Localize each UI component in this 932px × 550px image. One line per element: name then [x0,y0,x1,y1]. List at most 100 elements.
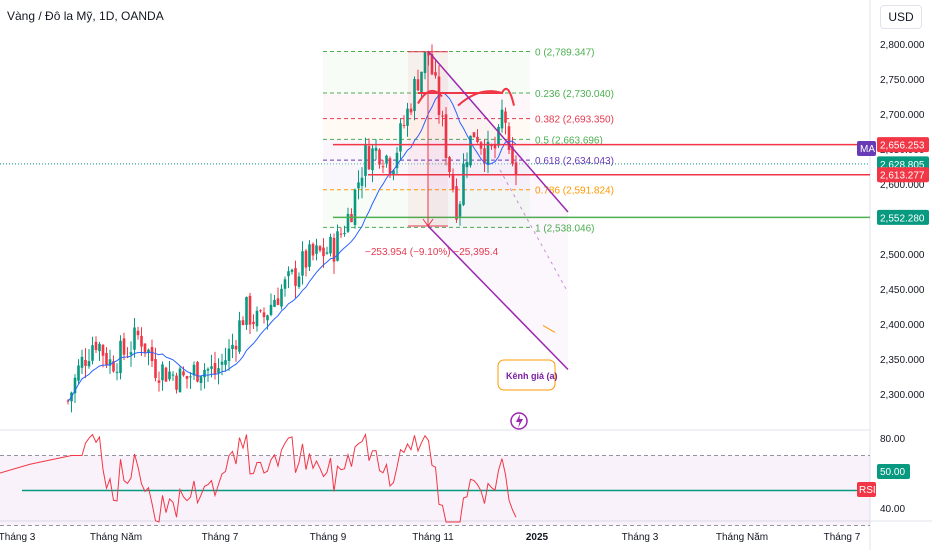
candle [101,343,105,368]
fib-band [323,51,530,93]
candle [371,144,374,183]
candle [381,160,385,174]
rsi-axis-label: 80.00 [880,434,905,445]
candle [486,130,490,174]
candle [329,233,332,257]
candle [462,153,465,207]
candle [143,343,147,357]
time-axis-label: Tháng 3 [0,532,36,543]
rsi-pane [0,432,870,526]
time-axis-label: Tháng 3 [622,532,659,543]
currency-button[interactable]: USD [880,5,922,29]
price-axis-label: 2,750.000 [880,75,925,86]
candle [189,372,192,389]
price-axis-label: 2,600.000 [880,180,925,191]
candle [227,339,231,371]
rsi-line [0,432,517,523]
price-tag: 2,656.253 [877,137,929,153]
measure-label: −253.954 (−9.10%) −25,395.4 [365,247,499,258]
candle [325,246,329,255]
candle [385,154,388,168]
lightning-icon[interactable] [510,412,528,430]
symbol-title[interactable]: Vàng / Đô la Mỹ, 1D, OANDA [7,9,164,23]
candle [224,347,227,372]
price-tag-label: 2,656.253 [880,141,925,152]
ma-tag[interactable]: MA [857,141,876,156]
candle [332,233,336,274]
fib-label: 0.236 (2,730.040) [535,89,614,100]
candle [259,309,262,313]
candle [150,339,154,367]
candle [318,245,322,253]
rsi-tag[interactable]: RSI [857,482,876,497]
price-axis-label: 2,300.000 [880,390,925,401]
candle [129,341,133,367]
channel-lower [427,225,569,371]
candle [122,332,126,361]
candle [245,296,248,330]
candle [269,293,273,317]
candle [504,107,507,135]
candle [273,295,276,308]
candle [290,268,294,275]
candle [458,201,462,226]
candle [119,335,122,380]
candle [84,348,87,379]
candle [374,139,378,160]
candle [140,327,143,356]
candle [175,372,178,394]
fib-band [323,118,530,140]
candle [357,170,360,200]
price-tag-label: 2,613.277 [880,171,925,182]
candle [479,141,483,155]
candle [98,341,101,361]
candle [252,314,255,330]
time-axis-label: Tháng Năm [90,532,142,543]
candle [112,355,115,373]
candle [304,249,308,277]
candle [367,138,371,171]
candle [465,152,469,179]
candle [444,107,448,166]
candle [80,349,84,374]
candle [378,148,381,169]
candle [108,349,112,374]
candle [346,207,350,233]
candle [434,60,437,79]
candle [147,348,150,366]
candle [476,129,479,144]
candle [451,168,455,193]
candle [360,167,364,199]
candles-layer [66,44,518,413]
fib-label: 0 (2,789.347) [535,47,595,58]
rsi-level-tag: 50.00 [877,464,910,479]
ma-tag-label: MA [860,144,875,155]
candle [206,367,210,382]
candle [136,326,140,340]
candle [178,366,182,393]
fib-label: 0.5 (2,663.696) [535,135,603,146]
channel-callout[interactable]: Kênh giá (a) [497,359,558,391]
channel-label: Kênh giá (a) [506,371,558,381]
time-axis-label: Tháng 9 [310,532,347,543]
candle [514,155,518,186]
rsi-tag-label: RSI [859,485,876,496]
candle [77,359,80,384]
candle [133,318,136,358]
candle [73,374,77,404]
candle [217,358,220,385]
candle [441,110,444,127]
price-axis-label: 2,350.000 [880,355,925,366]
candle [185,375,189,389]
candle [472,132,476,138]
price-axis-label: 2,800.000 [880,40,925,51]
time-axis-label: Tháng Năm [716,532,768,543]
candle [315,238,318,261]
candle [213,351,217,380]
candle [413,76,416,121]
candle [283,276,287,297]
candle [455,178,458,223]
price-axis-label: 2,500.000 [880,250,925,261]
candle [280,284,283,310]
